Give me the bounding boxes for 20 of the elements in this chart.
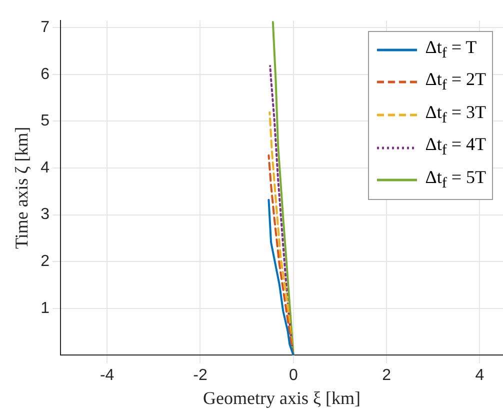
x-tick-label: -4 <box>100 367 114 384</box>
line-series <box>268 154 294 356</box>
y-axis-title: Time axis ζ [km] <box>12 126 32 250</box>
y-tick-label: 5 <box>40 112 50 130</box>
y-tick-label: 4 <box>40 159 50 176</box>
legend-label: Δt$_{f}$ = 4T <box>425 133 486 161</box>
x-tick-label: 2 <box>382 367 392 384</box>
y-tick-label: 1 <box>40 300 50 317</box>
x-tick-label: -2 <box>193 367 208 384</box>
y-tick-label: 2 <box>40 253 50 270</box>
y-tick-label: 7 <box>40 19 50 36</box>
legend-label: Δt$_{f}$ = 5T <box>425 166 486 194</box>
x-tick-label: 0 <box>288 367 298 384</box>
y-tick-label: 6 <box>40 66 50 83</box>
legend-label: Δt$_{f}$ = 3T <box>425 100 486 128</box>
x-tick-label: 4 <box>475 367 484 384</box>
y-tick-label: 3 <box>40 206 50 224</box>
legend-label: Δt$_{f}$ = 2T <box>425 68 486 96</box>
legend-label: Δt$_{f}$ = T <box>425 36 477 64</box>
x-axis-title: Geometry axis ξ [km] <box>203 388 360 408</box>
